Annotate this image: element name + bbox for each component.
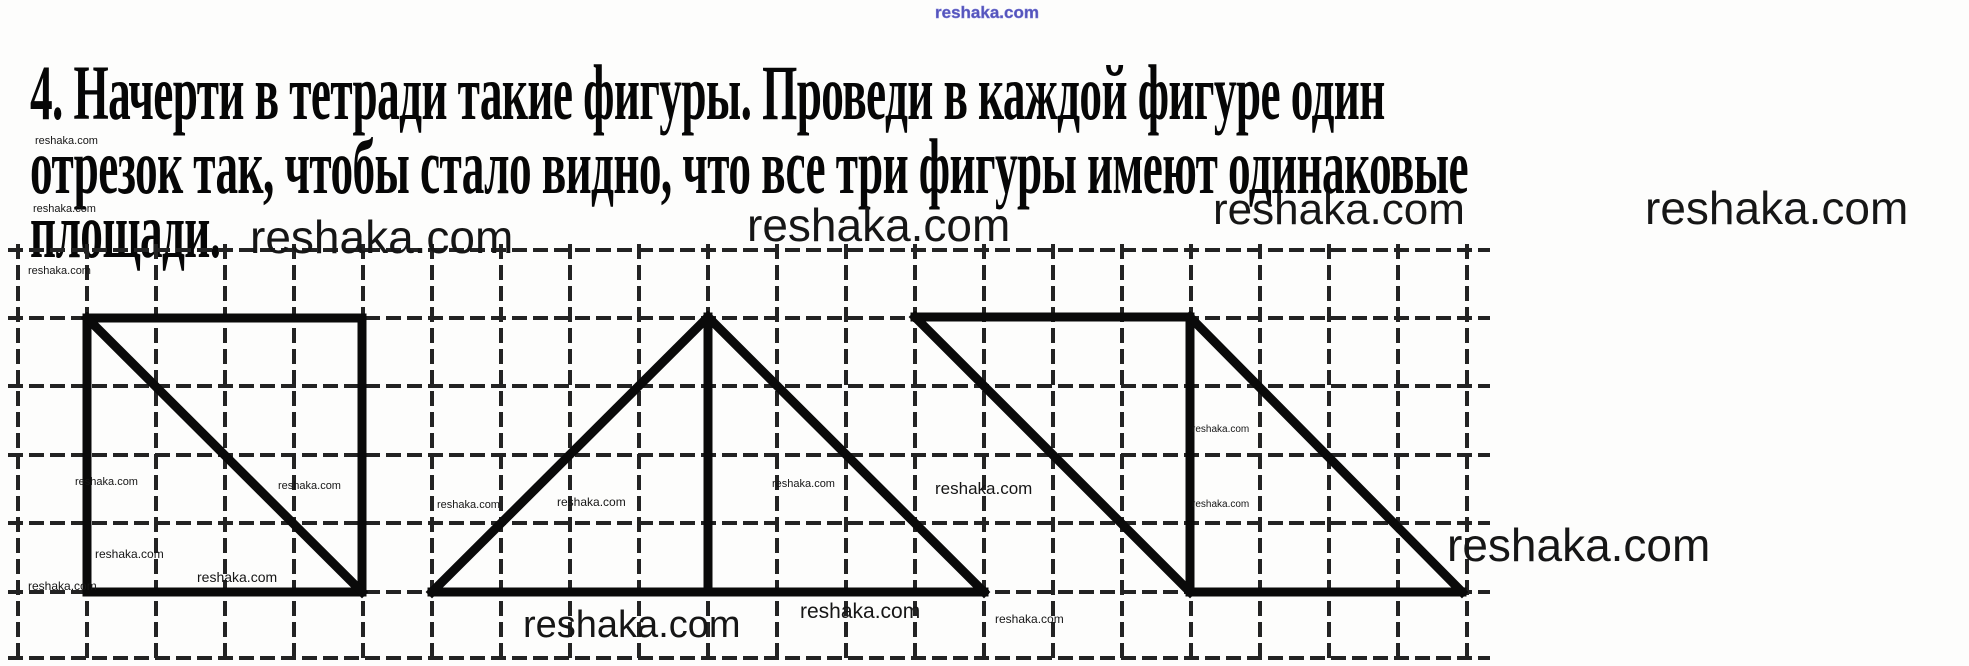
site-watermark: reshaka.com — [95, 547, 164, 561]
figure-triangle-with-height — [425, 310, 991, 599]
figure-segment — [425, 310, 715, 599]
figure-segment — [908, 310, 1197, 599]
site-watermark: reshaka.com — [35, 135, 98, 147]
site-watermark: reshaka.com — [747, 199, 1011, 251]
site-watermark: reshaka.com — [523, 604, 741, 646]
site-watermark: reshaka.com — [772, 478, 835, 490]
problem-text-line-1: 4. Начерти в тетради такие фигуры. Прове… — [30, 49, 1385, 136]
site-watermark: reshaka.com — [935, 479, 1033, 498]
figure-square-with-diagonal — [80, 311, 369, 599]
site-watermark: reshaka.com — [250, 211, 514, 263]
site-watermark: reshaka.com — [1192, 499, 1250, 510]
figure-segment — [80, 311, 369, 599]
site-watermark: reshaka.com — [197, 569, 278, 585]
site-watermark: reshaka.com — [1645, 182, 1909, 234]
problem-text-line-3: площади. — [30, 187, 221, 274]
site-watermark: reshaka.com — [1213, 185, 1465, 234]
site-watermark-blue: reshaka.com — [935, 3, 1039, 22]
site-watermark: reshaka.com — [28, 579, 97, 593]
site-watermark: reshaka.com — [995, 612, 1064, 626]
site-watermark: reshaka.com — [800, 600, 921, 623]
site-watermark: reshaka.com — [1192, 424, 1250, 435]
site-watermark: reshaka.com — [278, 480, 341, 492]
site-watermark: reshaka.com — [33, 203, 96, 215]
figure-segment — [1183, 310, 1469, 599]
figure-segment — [701, 310, 991, 599]
site-watermark: reshaka.com — [437, 499, 500, 511]
problem-text-line-2: отрезок так, чтобы стало видно, что все … — [30, 123, 1469, 210]
site-watermark: reshaka.com — [75, 476, 138, 488]
site-watermark: reshaka.com — [28, 265, 91, 277]
site-watermark: reshaka.com — [557, 495, 626, 509]
figure-parallelogram-with-diagonal — [908, 310, 1469, 599]
site-watermark: reshaka.com — [1447, 519, 1711, 571]
